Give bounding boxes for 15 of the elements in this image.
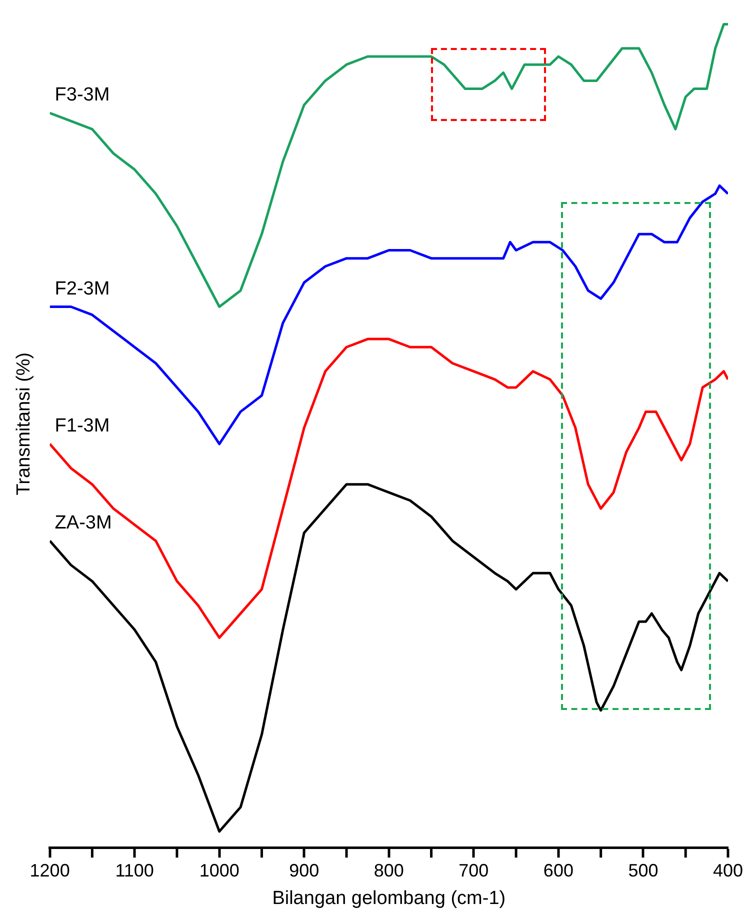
x-tick-label: 500	[628, 860, 658, 880]
y-axis-title: Transmitansi (%)	[14, 352, 35, 496]
x-tick-label: 1200	[30, 860, 70, 880]
x-tick-label: 1100	[115, 860, 154, 880]
series-label: ZA-3M	[54, 512, 112, 534]
x-tick-label: 700	[458, 860, 489, 880]
series-label: F3-3M	[54, 84, 110, 106]
series-label: F2-3M	[54, 278, 110, 300]
x-tick-label: 600	[543, 860, 574, 880]
x-tick-label: 800	[374, 860, 404, 880]
series-label: F1-3M	[54, 416, 110, 437]
x-tick-label: 400	[712, 860, 744, 880]
x-tick-label: 1000	[199, 860, 240, 880]
x-tick-label: 900	[289, 860, 320, 880]
x-axis-title: Bilangan gelombang (cm-1)	[272, 888, 506, 909]
